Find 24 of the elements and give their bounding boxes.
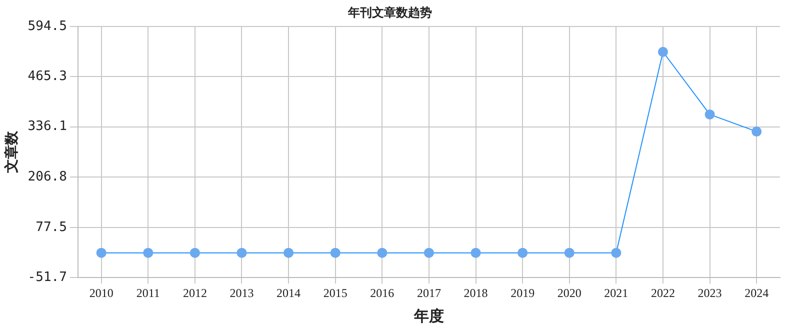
x-tick-label: 2023 (698, 286, 722, 300)
y-tick-label: 77.5 (36, 220, 67, 235)
x-tick-label: 2020 (557, 286, 582, 300)
x-tick-label: 2016 (370, 286, 394, 300)
x-tick-label: 2014 (276, 286, 301, 300)
chart-title: 年刊文章数趋势 (347, 5, 432, 20)
x-tick-label: 2021 (604, 286, 628, 300)
x-axis-title: 年度 (412, 306, 444, 325)
x-tick-label: 2017 (416, 286, 441, 300)
y-tick-label: -51.7 (28, 270, 67, 285)
x-tick-label: 2012 (182, 286, 207, 300)
y-tick-label: 594.5 (28, 18, 67, 34)
y-axis-title: 文章数 (3, 130, 20, 174)
x-tick-label: 2015 (323, 286, 348, 300)
y-tick-label: 206.8 (28, 169, 67, 184)
x-tick-label: 2022 (650, 286, 675, 300)
y-tick-label: 465.3 (28, 69, 67, 84)
x-tick-label: 2018 (464, 286, 488, 300)
x-tick-label: 2011 (136, 286, 160, 300)
x-tick-label: 2010 (89, 286, 114, 300)
x-tick-label: 2019 (510, 286, 535, 300)
x-tick-label: 2024 (744, 286, 769, 300)
x-tick-label: 2013 (230, 286, 254, 300)
y-tick-label: 336.1 (28, 119, 67, 134)
